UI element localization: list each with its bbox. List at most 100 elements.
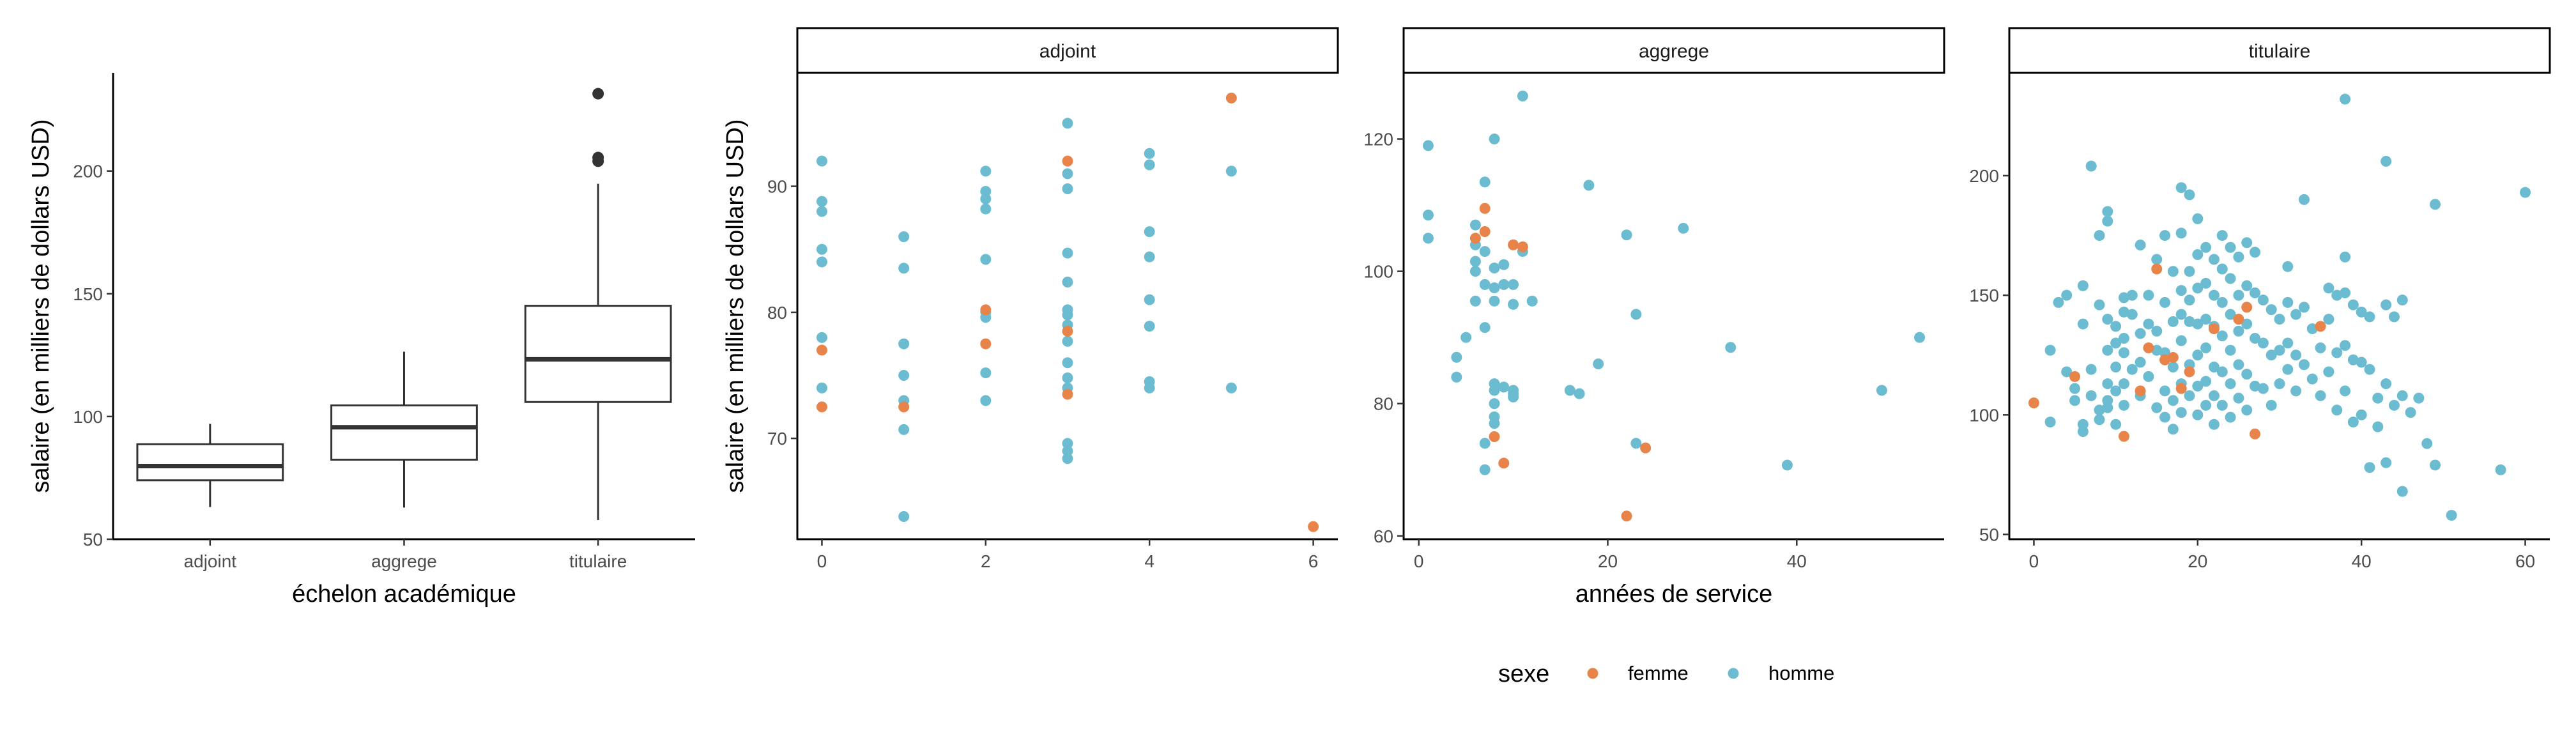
data-point [1725, 342, 1736, 353]
data-point [2405, 407, 2416, 418]
x-tick-label: 20 [2188, 551, 2207, 571]
data-point [2290, 385, 2302, 397]
data-point [898, 510, 910, 522]
data-point [1508, 239, 1519, 250]
legend-label-femme: femme [1628, 662, 1689, 684]
data-point [2159, 411, 2171, 423]
legend-label-homme: homme [1768, 662, 1834, 684]
data-point [2175, 407, 2187, 418]
data-point [1062, 325, 1073, 337]
data-point [1422, 140, 1434, 151]
data-point [2167, 351, 2179, 363]
data-point [2216, 330, 2228, 342]
data-point [2208, 418, 2220, 430]
data-point [2225, 378, 2236, 390]
data-point [2446, 510, 2457, 521]
data-point [2356, 356, 2367, 368]
data-point [2200, 342, 2212, 354]
data-point [2282, 296, 2294, 308]
box-adjoint [136, 424, 284, 507]
data-point [2331, 404, 2343, 416]
data-point [2241, 280, 2253, 291]
data-point [2257, 295, 2269, 306]
data-point [2495, 464, 2506, 475]
data-point [2184, 390, 2195, 401]
data-point [816, 195, 827, 207]
data-point [2306, 323, 2318, 335]
data-point [2143, 318, 2154, 330]
data-point [1062, 118, 1073, 129]
x-tick-label: 60 [2515, 551, 2535, 571]
data-point [2192, 349, 2204, 361]
data-point [2200, 277, 2212, 289]
data-point [2184, 316, 2195, 327]
data-point [1308, 521, 1319, 532]
data-point [898, 401, 910, 413]
data-point [2184, 295, 2195, 306]
data-point [1422, 210, 1434, 221]
data-point [2200, 399, 2212, 411]
data-point [2520, 187, 2531, 198]
data-point [2282, 337, 2294, 349]
data-point [816, 155, 827, 167]
data-point [2266, 349, 2277, 361]
data-point [1469, 295, 1481, 307]
data-point [1781, 459, 1793, 471]
data-point [2233, 314, 2244, 325]
series-homme [816, 118, 1237, 522]
data-point [2340, 385, 2351, 397]
data-point [1517, 90, 1528, 102]
data-point [2184, 266, 2195, 277]
data-point [980, 395, 992, 406]
data-point [1621, 510, 1632, 522]
data-point [2118, 399, 2129, 411]
data-point [2430, 199, 2441, 210]
data-point [1489, 385, 1500, 396]
y-tick-label: 80 [767, 303, 787, 323]
data-point [2069, 383, 2081, 394]
data-point [1479, 246, 1491, 257]
data-point [2053, 296, 2064, 308]
data-point [1469, 219, 1481, 231]
data-point [2274, 314, 2285, 325]
data-point [1489, 282, 1500, 294]
facet-strip-label: titulaire [2249, 41, 2311, 62]
x-tick-label: 2 [981, 551, 991, 571]
data-point [2118, 431, 2129, 442]
data-point [2298, 302, 2310, 313]
data-point [1144, 382, 1155, 394]
data-point [1062, 277, 1073, 288]
data-point [2167, 316, 2179, 327]
data-point [2118, 306, 2129, 318]
data-point [2126, 289, 2138, 301]
data-point [2290, 309, 2302, 320]
data-point [2167, 266, 2179, 277]
data-point [1062, 247, 1073, 259]
data-point [2323, 366, 2334, 378]
data-point [2167, 361, 2179, 372]
data-point [2077, 426, 2089, 438]
data-point [2323, 282, 2334, 294]
data-point [2184, 366, 2195, 378]
data-point [2044, 417, 2056, 428]
data-point [2340, 251, 2351, 263]
data-point [1144, 294, 1155, 305]
data-point [980, 203, 992, 215]
data-point [1508, 298, 1519, 310]
series-femme [2028, 263, 2326, 442]
data-point [2364, 462, 2375, 473]
data-point [1498, 381, 1510, 393]
data-point [1225, 382, 1237, 394]
data-point [2241, 318, 2253, 330]
data-point [980, 338, 992, 349]
data-point [2192, 409, 2204, 420]
data-point [2225, 241, 2236, 253]
data-point [1508, 391, 1519, 402]
data-point [2135, 240, 2146, 251]
data-point [2421, 438, 2433, 449]
data-point [2192, 318, 2204, 330]
data-point [2274, 344, 2285, 356]
data-point [1876, 385, 1887, 396]
legend-title: sexe [1498, 661, 1549, 687]
data-point [2233, 325, 2244, 337]
